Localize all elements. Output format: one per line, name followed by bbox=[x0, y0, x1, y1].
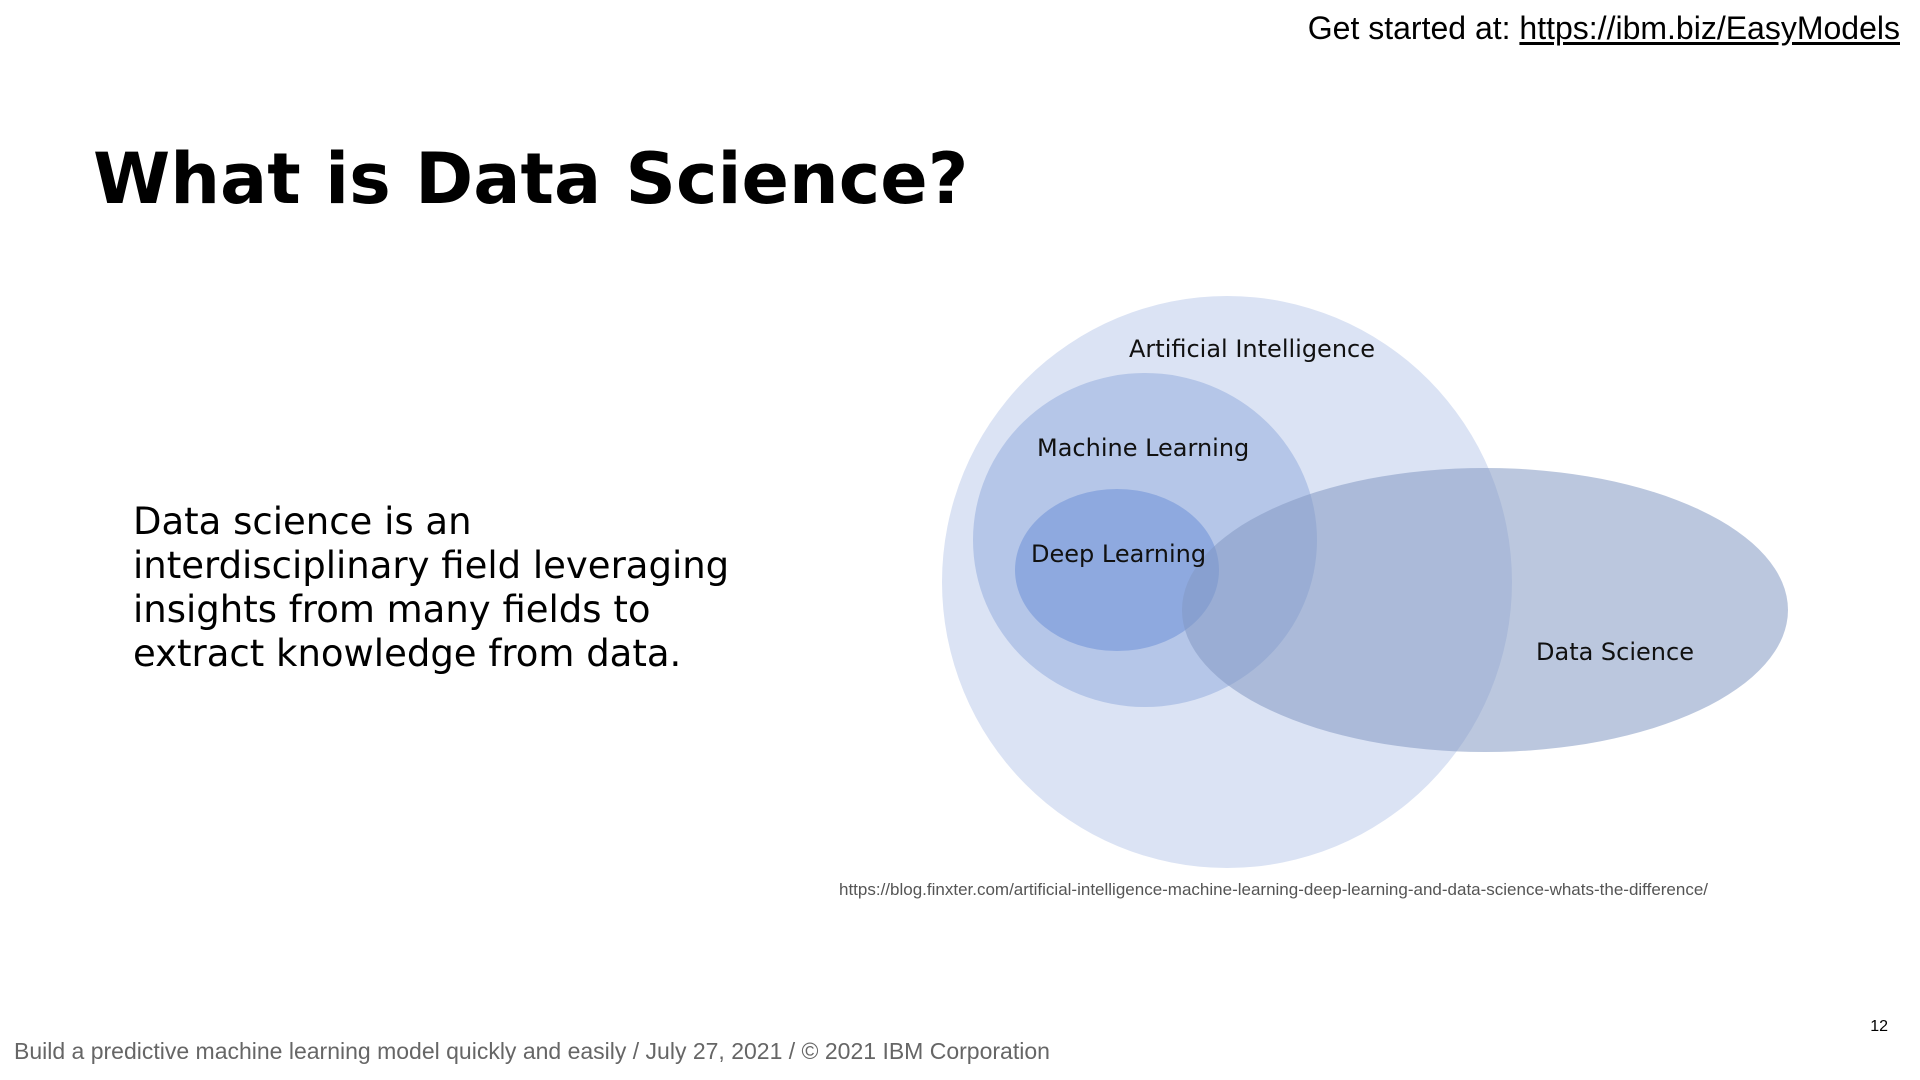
page-number: 12 bbox=[1870, 1018, 1888, 1035]
ds-ellipse bbox=[1182, 468, 1788, 752]
diagram-source-url[interactable]: https://blog.finxter.com/artificial-inte… bbox=[839, 880, 1709, 899]
get-started-header: Get started at: https://ibm.biz/EasyMode… bbox=[1308, 10, 1900, 47]
easymodels-link[interactable]: https://ibm.biz/EasyModels bbox=[1519, 10, 1900, 46]
footer-text: Build a predictive machine learning mode… bbox=[14, 1038, 1050, 1064]
slide-body-text: Data science is an interdisciplinary fie… bbox=[133, 500, 730, 675]
get-started-prefix: Get started at: bbox=[1307, 10, 1520, 46]
slide-title: What is Data Science? bbox=[93, 138, 969, 220]
dl-label: Deep Learning bbox=[1031, 540, 1206, 568]
ml-label: Machine Learning bbox=[1037, 434, 1249, 462]
ds-label: Data Science bbox=[1536, 638, 1694, 666]
ai-label: Artificial Intelligence bbox=[1129, 335, 1375, 363]
dl-circle bbox=[1015, 489, 1219, 651]
